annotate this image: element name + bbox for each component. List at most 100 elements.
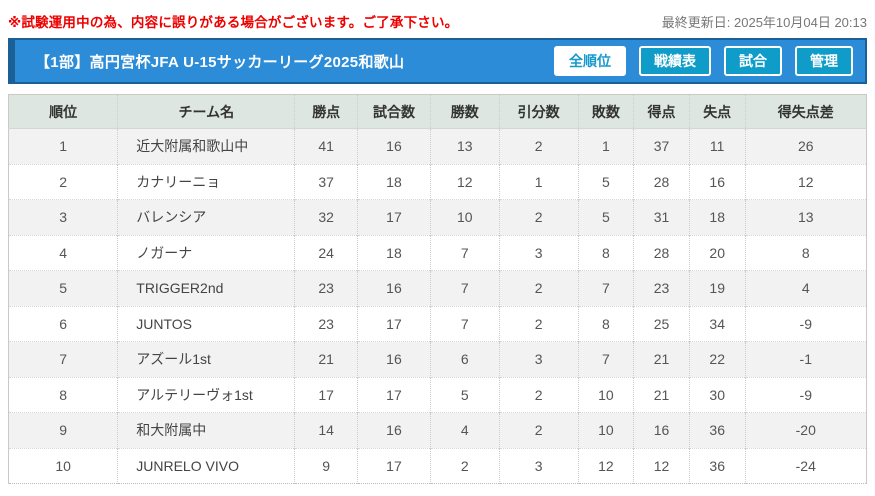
tab-results-grid[interactable]: 戦績表 xyxy=(639,45,711,77)
column-header-draws: 引分数 xyxy=(498,94,579,129)
column-header-goal-diff: 得失点差 xyxy=(744,94,867,129)
cell-draws: 3 xyxy=(498,234,579,271)
league-title: 【1部】高円宮杯JFA U-15サッカーリーグ2025和歌山 xyxy=(35,53,405,71)
cell-team: 和大附属中 xyxy=(117,412,295,448)
cell-team: ノガーナ xyxy=(117,234,295,271)
cell-team: 近大附属和歌山中 xyxy=(117,128,295,164)
cell-goal-diff: 26 xyxy=(744,128,867,164)
cell-losses: 7 xyxy=(577,341,634,377)
cell-points: 17 xyxy=(294,376,358,413)
last-updated-text: 最終更新日: 2025年10月04日 20:13 xyxy=(661,14,867,30)
table-row: 10 JUNRELO VIVO 9 17 2 3 12 12 36 -24 xyxy=(8,447,867,484)
cell-points: 23 xyxy=(294,305,358,342)
cell-goals-against: 16 xyxy=(688,163,746,200)
cell-goals-for: 21 xyxy=(633,341,690,377)
trial-notice-text: ※試験運用中の為、内容に誤りがある場合がございます。ご了承下さい。 xyxy=(8,15,459,30)
cell-goals-against: 18 xyxy=(688,199,746,235)
cell-goals-for: 31 xyxy=(633,199,690,235)
table-row: 6 JUNTOS 23 17 7 2 8 25 34 -9 xyxy=(8,305,867,342)
cell-goal-diff: -1 xyxy=(744,341,867,377)
cell-team: カナリーニョ xyxy=(117,163,295,200)
cell-draws: 2 xyxy=(498,376,579,413)
cell-team: アズール1st xyxy=(117,341,295,377)
cell-wins: 4 xyxy=(429,412,500,448)
cell-team: JUNRELO VIVO xyxy=(117,447,295,484)
cell-rank: 8 xyxy=(8,376,118,413)
standings-table-body: 1 近大附属和歌山中 41 16 13 2 1 37 11 26 2 カナリーニョ 37 18 12 1 5 28… xyxy=(8,128,867,484)
cell-wins: 12 xyxy=(429,163,500,200)
cell-goals-against: 19 xyxy=(688,270,746,306)
column-header-wins: 勝数 xyxy=(429,94,500,129)
cell-goals-for: 28 xyxy=(633,163,690,200)
table-row: 2 カナリーニョ 37 18 12 1 5 28 16 12 xyxy=(8,163,867,200)
cell-goals-against: 22 xyxy=(688,341,746,377)
cell-points: 21 xyxy=(294,341,358,377)
cell-team: アルテリーヴォ1st xyxy=(117,376,295,413)
cell-losses: 8 xyxy=(577,234,634,271)
cell-goals-for: 12 xyxy=(633,447,690,484)
cell-played: 17 xyxy=(357,376,431,413)
cell-team: バレンシア xyxy=(117,199,295,235)
cell-wins: 7 xyxy=(429,234,500,271)
cell-draws: 1 xyxy=(498,163,579,200)
cell-goal-diff: 8 xyxy=(744,234,867,271)
tab-admin[interactable]: 管理 xyxy=(795,45,853,77)
tab-matches[interactable]: 試合 xyxy=(724,45,782,77)
cell-played: 16 xyxy=(357,341,431,377)
table-row: 8 アルテリーヴォ1st 17 17 5 2 10 21 30 -9 xyxy=(8,376,867,413)
standings-table-head: 順位 チーム名 勝点 試合数 勝数 引分数 敗数 得点 失点 得失点差 xyxy=(8,94,867,129)
cell-rank: 10 xyxy=(8,447,118,484)
cell-goals-for: 37 xyxy=(633,128,690,164)
column-header-team: チーム名 xyxy=(117,94,295,129)
cell-draws: 2 xyxy=(498,412,579,448)
cell-points: 32 xyxy=(294,199,358,235)
cell-goal-diff: -9 xyxy=(744,376,867,413)
cell-losses: 5 xyxy=(577,199,634,235)
header-row: 順位 チーム名 勝点 試合数 勝数 引分数 敗数 得点 失点 得失点差 xyxy=(8,94,867,129)
cell-goals-for: 23 xyxy=(633,270,690,306)
cell-draws: 2 xyxy=(498,270,579,306)
cell-played: 17 xyxy=(357,447,431,484)
cell-goals-for: 28 xyxy=(633,234,690,271)
cell-goals-for: 21 xyxy=(633,376,690,413)
cell-wins: 13 xyxy=(429,128,500,164)
cell-goals-for: 16 xyxy=(633,412,690,448)
column-header-points: 勝点 xyxy=(294,94,358,129)
tab-all-rankings[interactable]: 全順位 xyxy=(554,45,626,77)
cell-rank: 5 xyxy=(8,270,118,306)
table-row: 5 TRIGGER2nd 23 16 7 2 7 23 19 4 xyxy=(8,270,867,306)
cell-played: 16 xyxy=(357,270,431,306)
table-row: 3 バレンシア 32 17 10 2 5 31 18 13 xyxy=(8,199,867,235)
cell-draws: 3 xyxy=(498,341,579,377)
cell-losses: 10 xyxy=(577,376,634,413)
cell-losses: 12 xyxy=(577,447,634,484)
cell-played: 17 xyxy=(357,305,431,342)
table-row: 4 ノガーナ 24 18 7 3 8 28 20 8 xyxy=(8,234,867,271)
cell-rank: 4 xyxy=(8,234,118,271)
column-header-goals-for: 得点 xyxy=(633,94,690,129)
column-header-rank: 順位 xyxy=(8,94,118,129)
cell-draws: 2 xyxy=(498,305,579,342)
table-row: 1 近大附属和歌山中 41 16 13 2 1 37 11 26 xyxy=(8,128,867,164)
cell-points: 9 xyxy=(294,447,358,484)
cell-played: 16 xyxy=(357,128,431,164)
cell-goals-against: 11 xyxy=(688,128,746,164)
cell-goal-diff: 12 xyxy=(744,163,867,200)
cell-goals-against: 36 xyxy=(688,412,746,448)
cell-team: TRIGGER2nd xyxy=(117,270,295,306)
cell-goal-diff: -20 xyxy=(744,412,867,448)
cell-draws: 3 xyxy=(498,447,579,484)
cell-goals-against: 36 xyxy=(688,447,746,484)
league-header-bar: 【1部】高円宮杯JFA U-15サッカーリーグ2025和歌山 全順位 戦績表 試… xyxy=(8,38,867,84)
cell-goals-against: 20 xyxy=(688,234,746,271)
cell-wins: 6 xyxy=(429,341,500,377)
cell-goal-diff: 13 xyxy=(744,199,867,235)
cell-goals-for: 25 xyxy=(633,305,690,342)
column-header-losses: 敗数 xyxy=(577,94,634,129)
cell-rank: 6 xyxy=(8,305,118,342)
cell-points: 41 xyxy=(294,128,358,164)
cell-team: JUNTOS xyxy=(117,305,295,342)
cell-rank: 2 xyxy=(8,163,118,200)
cell-losses: 8 xyxy=(577,305,634,342)
